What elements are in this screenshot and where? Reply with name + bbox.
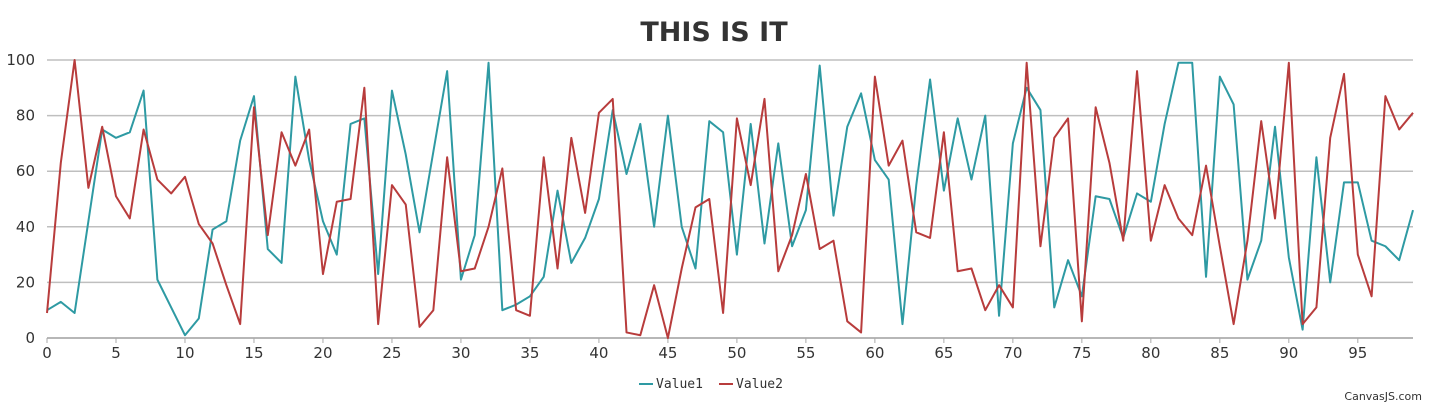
x-tick-label: 75 [1072, 344, 1091, 362]
legend[interactable]: Value1 Value2 [639, 377, 783, 392]
x-tick-label: 70 [1003, 344, 1022, 362]
x-tick-label: 90 [1279, 344, 1298, 362]
x-tick-label: 35 [520, 344, 539, 362]
y-tick-label: 60 [16, 162, 35, 180]
series-line-value1[interactable] [46, 61, 1414, 337]
x-tick-label: 95 [1348, 344, 1367, 362]
legend-item-value1[interactable]: Value1 [639, 377, 703, 392]
y-tick-label: 80 [16, 107, 35, 125]
chart-title: THIS IS IT [640, 17, 788, 48]
legend-label: Value2 [736, 377, 783, 392]
x-tick-label: 60 [865, 344, 884, 362]
x-tick-label: 55 [796, 344, 815, 362]
x-tick-label: 65 [934, 344, 953, 362]
x-tick-label: 30 [451, 344, 470, 362]
y-tick-label: 100 [6, 51, 35, 69]
axes: 0 20 40 60 80 100 0 5 10 15 20 25 30 35 40 45 50 55 60 65 70… [6, 51, 1413, 362]
credit-text[interactable]: CanvasJS.com [1344, 390, 1422, 403]
x-tick-label: 10 [175, 344, 194, 362]
series-line-value2[interactable] [46, 59, 1414, 339]
y-tick-label: 20 [16, 273, 35, 291]
legend-label: Value1 [656, 377, 703, 392]
series-layer [46, 59, 1414, 339]
x-tick-label: 45 [658, 344, 677, 362]
x-tick-label: 85 [1210, 344, 1229, 362]
x-tick-label: 25 [382, 344, 401, 362]
x-tick-label: 5 [111, 344, 121, 362]
y-tick-label: 0 [25, 329, 35, 347]
x-tick-label: 40 [589, 344, 608, 362]
legend-item-value2[interactable]: Value2 [719, 377, 783, 392]
y-tick-label: 40 [16, 218, 35, 236]
x-tick-label: 50 [727, 344, 746, 362]
x-tick-label: 80 [1141, 344, 1160, 362]
x-tick-label: 20 [313, 344, 332, 362]
x-tick-label: 0 [42, 344, 52, 362]
x-tick-label: 15 [244, 344, 263, 362]
